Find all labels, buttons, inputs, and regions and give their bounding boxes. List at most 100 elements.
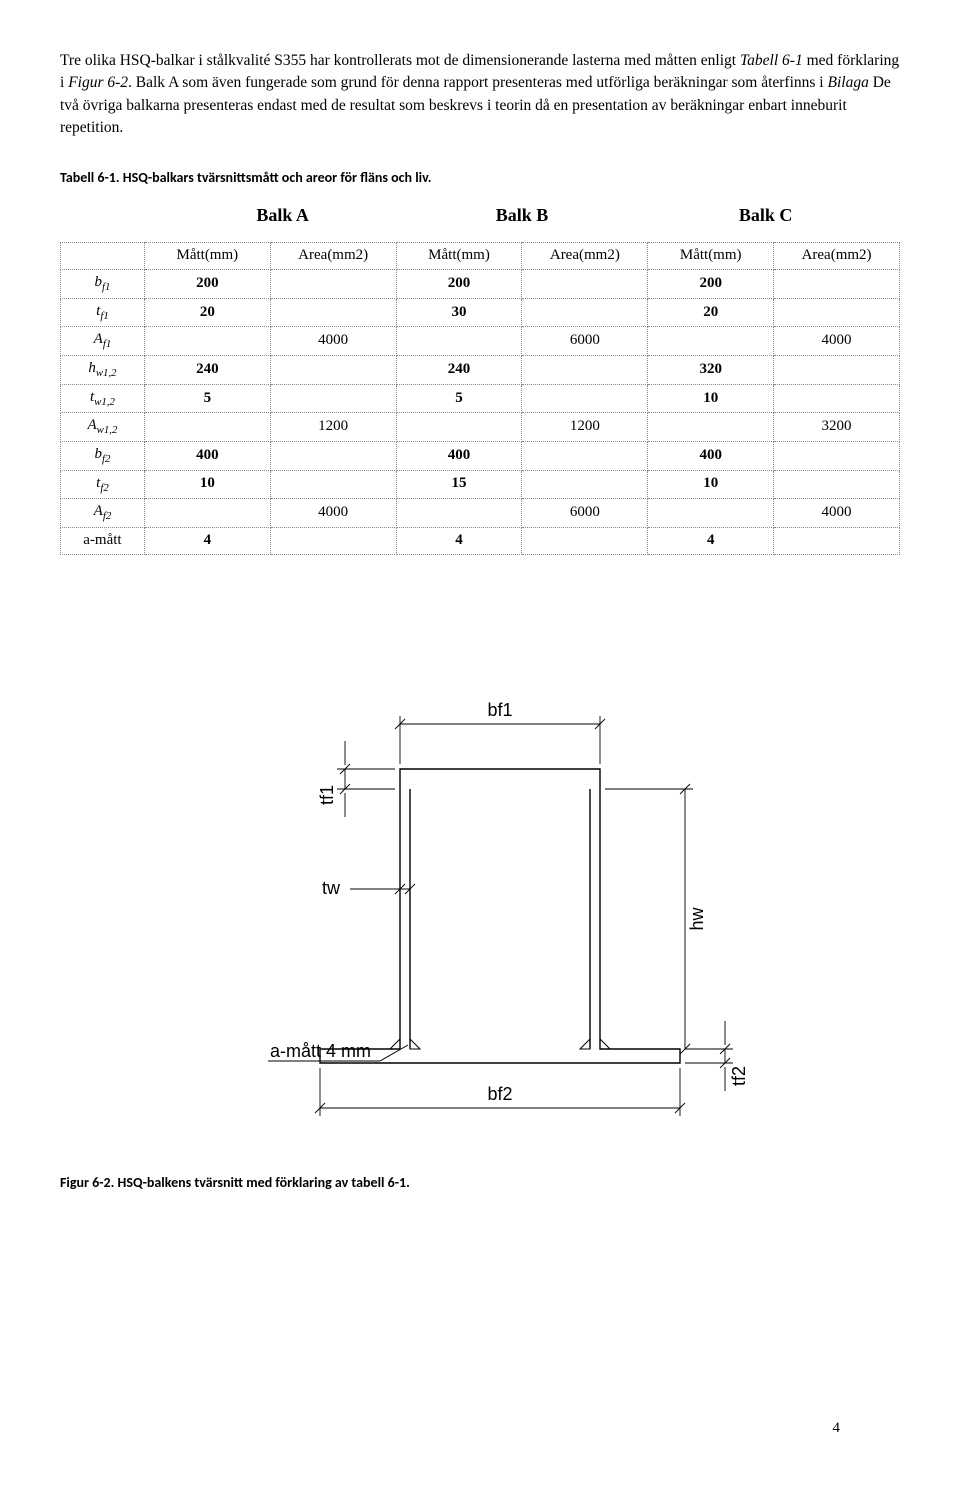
row-label: Af1 <box>61 327 145 356</box>
page-number: 4 <box>833 1418 841 1440</box>
intro-text-3: . Balk A som även fungerade som grund fö… <box>128 74 827 91</box>
table-cell <box>774 355 900 384</box>
table-cell: 15 <box>396 470 522 499</box>
svg-text:a-mått 4 mm: a-mått 4 mm <box>270 1041 371 1061</box>
table-cell <box>648 413 774 442</box>
table-cell: 5 <box>396 384 522 413</box>
table-row: tf2101510 <box>61 470 900 499</box>
table-cell <box>270 470 396 499</box>
th-area-c: Area(mm2) <box>774 243 900 270</box>
table-cell <box>144 413 270 442</box>
ref-figur: Figur 6-2 <box>68 74 128 91</box>
table-row: tw1,25510 <box>61 384 900 413</box>
row-label: tf1 <box>61 298 145 327</box>
table-cell: 4000 <box>270 499 396 528</box>
table-cell: 400 <box>396 441 522 470</box>
table-cell <box>522 384 648 413</box>
table-cell: 10 <box>648 384 774 413</box>
table-cell <box>522 298 648 327</box>
header-balk-c: Balk C <box>640 202 892 228</box>
table-caption: Tabell 6-1. HSQ-balkars tvärsnittsmått o… <box>60 168 900 188</box>
table-cell: 200 <box>648 270 774 299</box>
svg-text:bf2: bf2 <box>487 1084 512 1104</box>
row-label: Af2 <box>61 499 145 528</box>
table-cell <box>144 327 270 356</box>
row-label: bf1 <box>61 270 145 299</box>
th-area-a: Area(mm2) <box>270 243 396 270</box>
table-cell <box>774 470 900 499</box>
th-matt-a: Mått(mm) <box>144 243 270 270</box>
table-cell <box>774 298 900 327</box>
th-area-b: Area(mm2) <box>522 243 648 270</box>
table-cell: 240 <box>144 355 270 384</box>
table-header-row: Mått(mm) Area(mm2) Mått(mm) Area(mm2) Må… <box>61 243 900 270</box>
table-cell <box>648 327 774 356</box>
table-cell: 10 <box>648 470 774 499</box>
table-cell <box>270 298 396 327</box>
table-row: Aw1,2 1200 1200 3200 <box>61 413 900 442</box>
intro-text-1: Tre olika HSQ-balkar i stålkvalité S355 … <box>60 52 740 69</box>
table-cell <box>522 355 648 384</box>
table-cell <box>270 270 396 299</box>
table-cell: 200 <box>396 270 522 299</box>
table-cell: 20 <box>648 298 774 327</box>
table-cell <box>522 270 648 299</box>
header-balk-a: Balk A <box>161 202 405 228</box>
table-cell: 200 <box>144 270 270 299</box>
row-label: a-mått <box>61 527 145 554</box>
table-row: a-mått444 <box>61 527 900 554</box>
table-cell <box>270 441 396 470</box>
row-label: tf2 <box>61 470 145 499</box>
row-label: hw1,2 <box>61 355 145 384</box>
table-row: hw1,2240240320 <box>61 355 900 384</box>
table-cell <box>522 441 648 470</box>
table-cell: 4000 <box>774 499 900 528</box>
svg-text:bf1: bf1 <box>487 700 512 720</box>
table-cell: 1200 <box>522 413 648 442</box>
table-cell: 30 <box>396 298 522 327</box>
table-cell <box>522 527 648 554</box>
table-cell <box>270 384 396 413</box>
table-cell: 400 <box>144 441 270 470</box>
svg-text:hw: hw <box>687 906 707 930</box>
table-cell: 4000 <box>270 327 396 356</box>
dimensions-table: Mått(mm) Area(mm2) Mått(mm) Area(mm2) Må… <box>60 242 900 554</box>
table-cell <box>774 270 900 299</box>
svg-text:tw: tw <box>322 878 341 898</box>
intro-paragraph: Tre olika HSQ-balkar i stålkvalité S355 … <box>60 50 900 140</box>
hsq-cross-section-svg: bf1tf1twhwtf2bf2a-mått 4 mm <box>200 583 760 1143</box>
th-matt-c: Mått(mm) <box>648 243 774 270</box>
table-cell <box>270 355 396 384</box>
row-label: bf2 <box>61 441 145 470</box>
table-cell <box>396 499 522 528</box>
table-cell: 10 <box>144 470 270 499</box>
table-cell: 4000 <box>774 327 900 356</box>
table-row: bf2400400400 <box>61 441 900 470</box>
table-cell: 6000 <box>522 499 648 528</box>
table-cell <box>774 527 900 554</box>
table-row: Af2 4000 6000 4000 <box>61 499 900 528</box>
figure-caption: Figur 6-2. HSQ-balkens tvärsnitt med för… <box>60 1173 900 1193</box>
row-label: Aw1,2 <box>61 413 145 442</box>
table-cell: 20 <box>144 298 270 327</box>
table-row: bf1200200200 <box>61 270 900 299</box>
table-cell: 320 <box>648 355 774 384</box>
table-row: Af1400060004000 <box>61 327 900 356</box>
cross-section-figure: bf1tf1twhwtf2bf2a-mått 4 mm <box>60 583 900 1143</box>
table-cell <box>396 413 522 442</box>
table-cell: 240 <box>396 355 522 384</box>
table-cell: 1200 <box>270 413 396 442</box>
table-cell <box>774 384 900 413</box>
table-cell: 4 <box>144 527 270 554</box>
table-cell <box>396 327 522 356</box>
table-cell <box>648 499 774 528</box>
table-cell: 5 <box>144 384 270 413</box>
table-cell: 4 <box>396 527 522 554</box>
table-cell <box>774 441 900 470</box>
column-group-headers: Balk A Balk B Balk C <box>60 202 900 228</box>
row-label: tw1,2 <box>61 384 145 413</box>
table-cell <box>270 527 396 554</box>
table-cell <box>522 470 648 499</box>
table-cell: 3200 <box>774 413 900 442</box>
table-cell: 4 <box>648 527 774 554</box>
